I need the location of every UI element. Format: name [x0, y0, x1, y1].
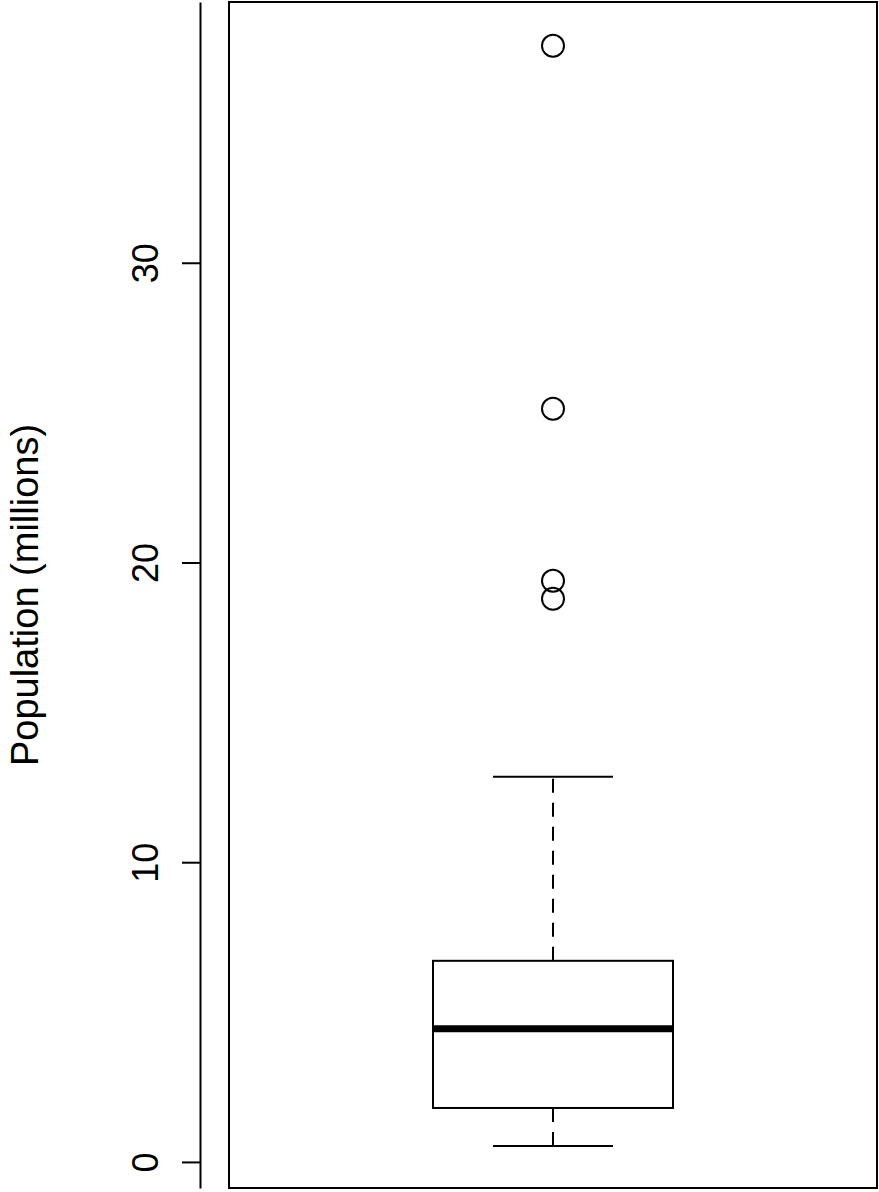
y-tick-mark: [182, 862, 200, 864]
y-tick: 0: [125, 1152, 200, 1172]
median: [433, 1025, 673, 1032]
y-axis: 0 10 20 30: [125, 3, 201, 1189]
y-tick-mark: [182, 562, 200, 564]
box: [433, 961, 673, 1108]
box-plot: [433, 35, 673, 1146]
outlier: [542, 588, 564, 610]
y-tick-label: 10: [125, 843, 166, 883]
outlier: [542, 35, 564, 57]
y-axis-title: Population (millions): [4, 424, 46, 766]
y-tick: 20: [125, 543, 200, 583]
lower-whisker: [552, 1108, 554, 1146]
y-tick-label: 0: [125, 1152, 166, 1172]
y-axis-line: [200, 3, 202, 1189]
y-tick: 30: [125, 243, 200, 283]
outlier: [542, 398, 564, 420]
y-tick: 10: [125, 843, 200, 883]
lower-whisker-cap: [493, 1145, 613, 1147]
plot-frame: [229, 2, 877, 1188]
chart: 0 10 20 30 Population (millions): [0, 0, 879, 1192]
y-tick-mark: [182, 1161, 200, 1163]
upper-whisker-cap: [493, 776, 613, 778]
y-tick-label: 30: [125, 243, 166, 283]
marks: [433, 35, 673, 1146]
y-tick-mark: [182, 262, 200, 264]
upper-whisker: [552, 777, 554, 961]
y-tick-label: 20: [125, 543, 166, 583]
